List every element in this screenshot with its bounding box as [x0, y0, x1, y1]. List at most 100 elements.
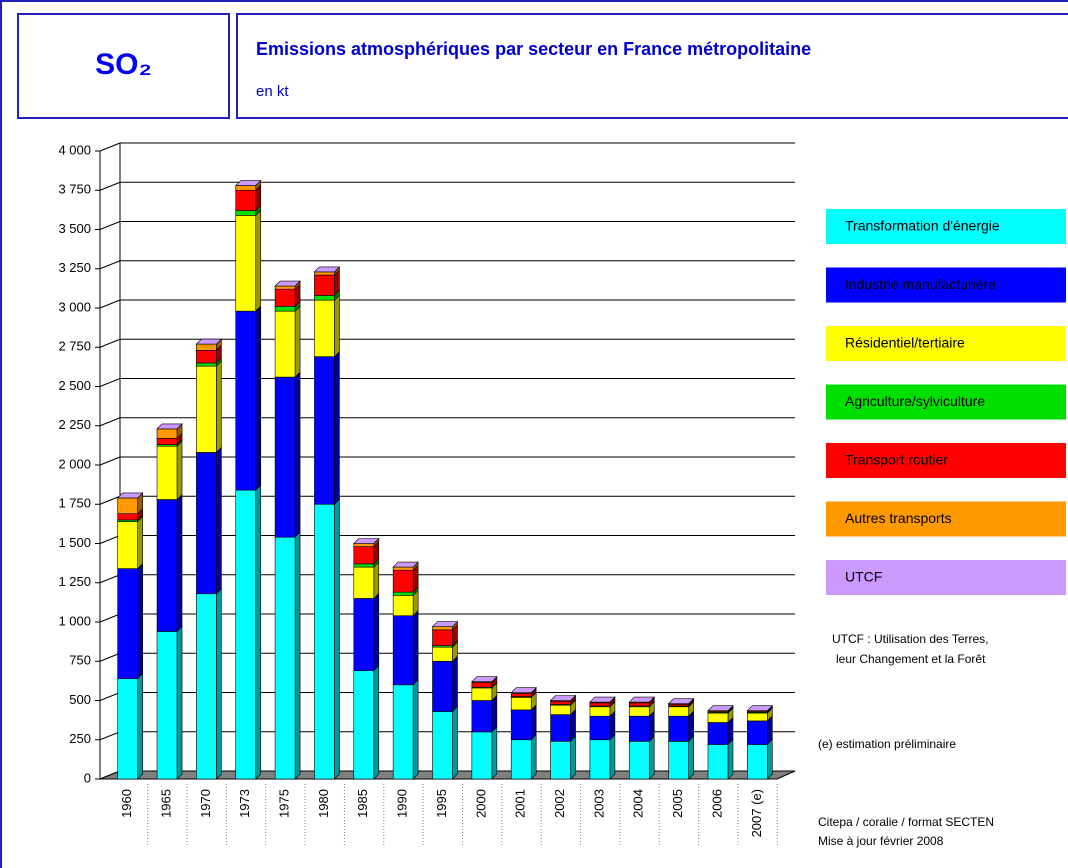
y-tick-label: 500 [69, 692, 91, 707]
chart-frame [0, 122, 1068, 868]
bar-side [491, 726, 498, 780]
bar-side [530, 704, 537, 741]
x-tick-label: 2000 [473, 789, 488, 818]
grid-diagonal [99, 731, 121, 741]
bar-segment [235, 484, 262, 780]
bar-segment [235, 184, 262, 212]
bar-front [314, 274, 335, 296]
bar-top [667, 698, 695, 704]
bar-front [432, 711, 453, 780]
bar-front [235, 215, 257, 312]
bar-front [589, 702, 611, 707]
legend-box [826, 560, 1066, 595]
bar-side [294, 371, 301, 538]
bar-front [274, 285, 296, 290]
bar-segment [235, 305, 262, 491]
x-tick-label: 1960 [119, 789, 134, 818]
grid-diagonal [99, 613, 121, 623]
bar-front [117, 513, 138, 521]
x-tick-label: 1973 [237, 789, 252, 818]
bar-segment [668, 735, 694, 780]
x-tick-label: 2002 [552, 789, 567, 818]
bar-front [274, 536, 296, 780]
legend-label: Transport routier [845, 452, 948, 468]
bar-front [747, 744, 768, 780]
bar-side [216, 446, 222, 595]
bar-segment [314, 269, 340, 297]
note: (e) estimation préliminaire [818, 737, 956, 751]
bar-segment [196, 446, 222, 595]
bar-segment [353, 664, 380, 780]
y-tick-label: 750 [69, 653, 91, 668]
y-tick-label: 1 750 [58, 496, 91, 511]
bar-top [628, 696, 655, 703]
y-tick-label: 3 250 [58, 260, 91, 275]
y-tick-label: 4 000 [58, 142, 91, 157]
bar-front [196, 593, 217, 780]
bar-front [432, 626, 453, 631]
bar-front [510, 697, 532, 711]
bar-front [510, 739, 532, 780]
bar-front [628, 715, 650, 742]
bar-front [392, 569, 414, 593]
bar-side [334, 498, 340, 780]
bar-segment [274, 283, 301, 308]
bar-segment [432, 705, 458, 780]
bar-segment [747, 738, 773, 780]
bar-front [668, 741, 689, 780]
bar-segment [432, 641, 458, 662]
bar-front [747, 720, 768, 745]
bar-segment [392, 679, 419, 780]
grid-diagonal [99, 181, 121, 191]
bar-front [668, 715, 689, 742]
legend-box [826, 209, 1066, 244]
bar-front [747, 712, 768, 722]
bar-top [707, 705, 734, 712]
bar-side [530, 734, 537, 780]
bar-front [314, 271, 335, 276]
x-tick-label: 2005 [670, 789, 685, 818]
bar-side [373, 592, 380, 672]
bar-top [274, 280, 301, 287]
title-box: Emissions atmosphériques par secteur en … [236, 13, 1068, 119]
bar-side [648, 735, 655, 780]
bar-top [549, 695, 577, 701]
bar-segment [156, 625, 183, 780]
bar-side [255, 305, 262, 491]
y-tick-label: 2 500 [58, 378, 91, 393]
bar-front [314, 356, 335, 505]
bar-top [471, 676, 498, 682]
bar-segment [274, 305, 301, 378]
bar-segment [471, 726, 498, 780]
note: UTCF : Utilisation des Terres, [832, 632, 989, 646]
bar-front [392, 591, 414, 596]
bar-side [255, 484, 262, 780]
bar-top [313, 266, 341, 273]
bar-segment [589, 710, 616, 741]
grid-diagonal [99, 338, 121, 348]
bar-front [196, 362, 217, 367]
bar-front [314, 503, 335, 780]
bar-front [235, 189, 257, 211]
bar-top [195, 338, 223, 345]
grid-diagonal [99, 495, 121, 505]
y-tick-label: 3 000 [58, 299, 91, 314]
bar-side [767, 738, 773, 780]
bar-segment [117, 562, 143, 680]
grid-diagonal [99, 652, 121, 662]
legend-box [826, 326, 1066, 361]
bar-top [353, 538, 380, 544]
bar-front [314, 299, 335, 357]
bar-front [196, 343, 217, 351]
bar-front [117, 521, 138, 569]
bar-top [589, 696, 616, 703]
x-tick-label: 2001 [513, 789, 528, 818]
bar-segment [353, 592, 380, 672]
bar-front [117, 678, 138, 780]
bar-front [707, 744, 729, 780]
bar-front [196, 350, 217, 364]
bar-front [235, 210, 257, 216]
bar-segment [196, 344, 222, 364]
bar-front [707, 712, 729, 723]
bar-front [235, 489, 257, 780]
